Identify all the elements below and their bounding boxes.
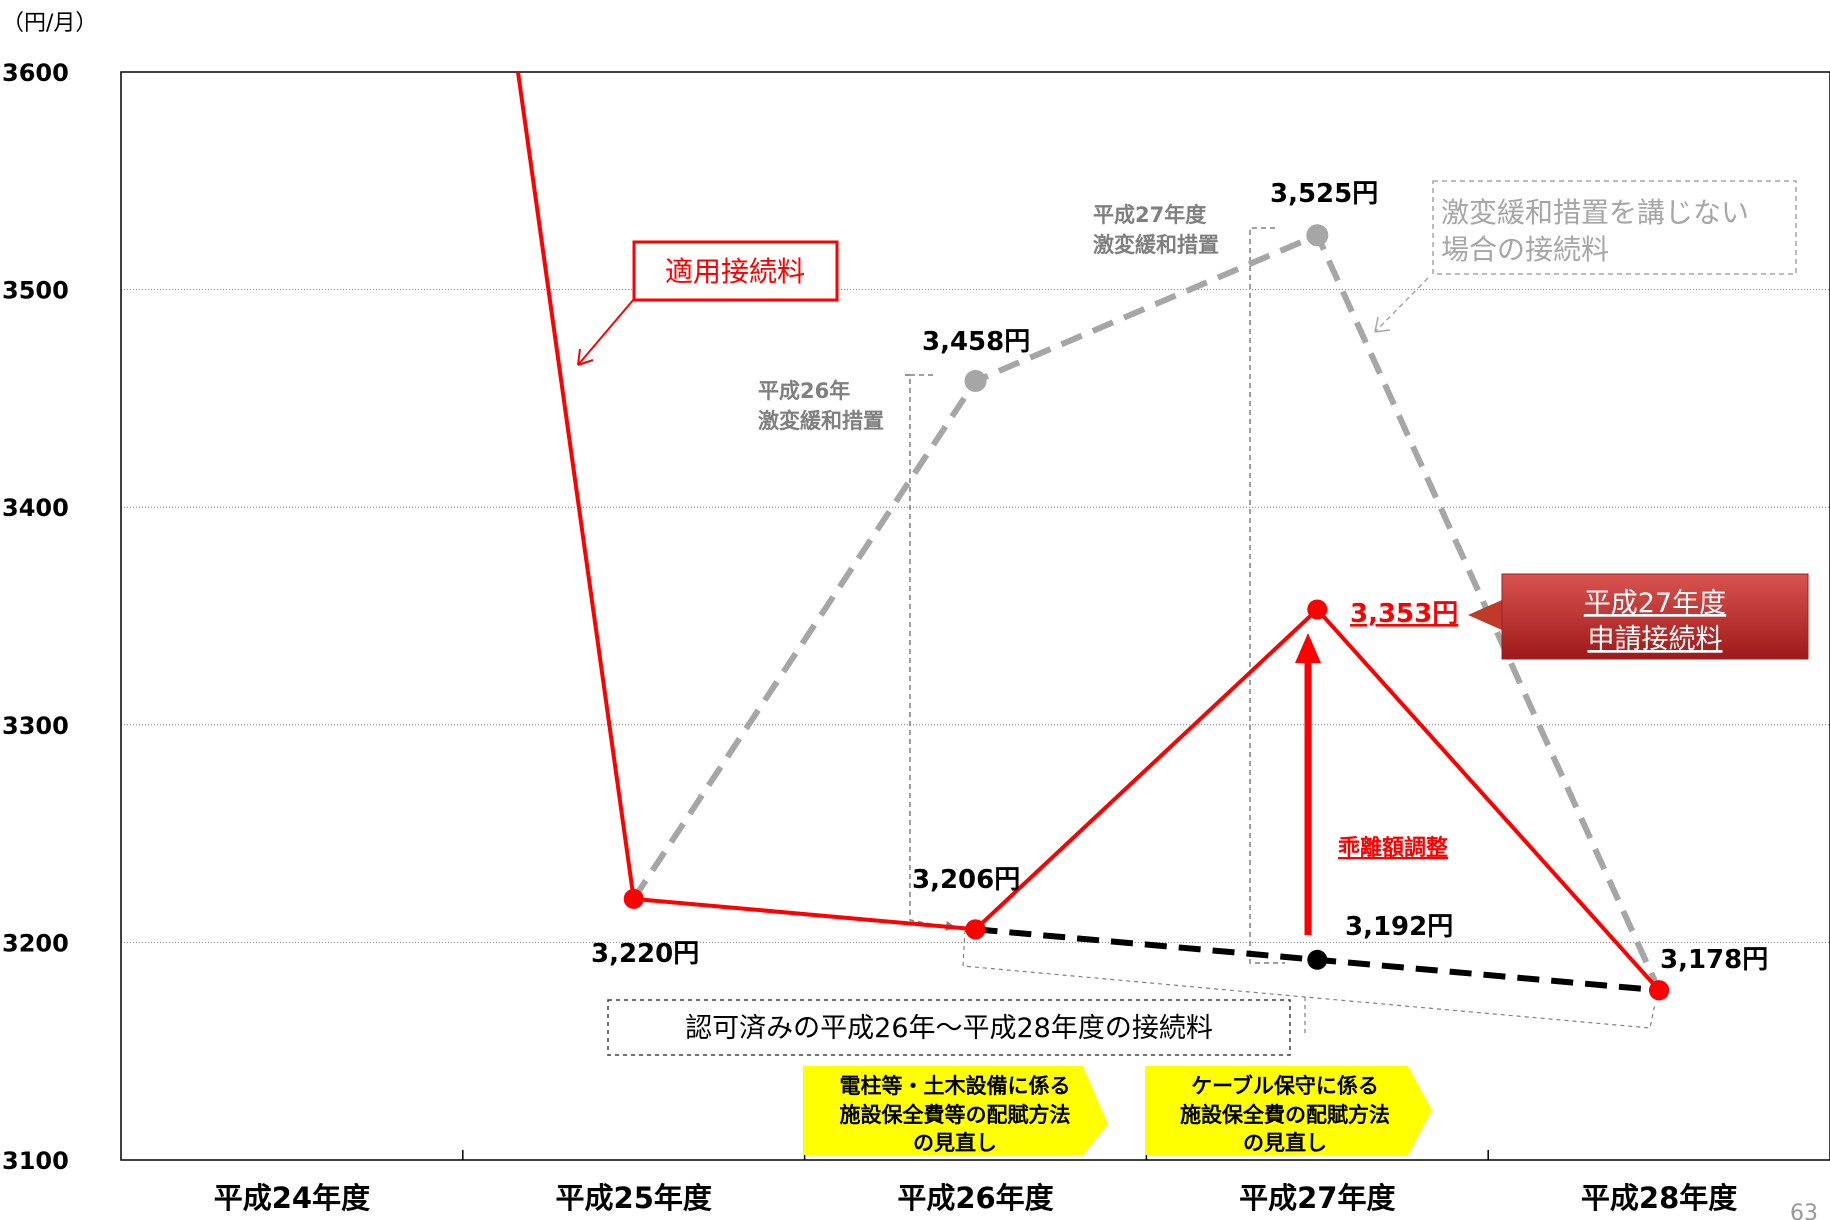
series-1-point-2: [1306, 224, 1329, 247]
no-mitigation-callout-line2: 場合の接続料: [1441, 233, 1609, 266]
x-category-label-4: 平成28年度: [1581, 1181, 1737, 1215]
y-axis-ticks: 3100 3200 3300 3400 3500 3600: [2, 59, 69, 1175]
applied-rate-pointer: [577, 298, 635, 366]
x-category-label-3: 平成27年度: [1239, 1181, 1395, 1215]
review-cable-line3: の見直し: [1243, 1131, 1327, 1155]
no-mitigation-pointer-head: [1374, 316, 1391, 333]
h27-application-pointer: [1468, 592, 1502, 630]
no-mitigation-callout-line1: 激変緩和措置を講じない: [1441, 196, 1749, 229]
series-0-point-3: [1307, 599, 1328, 620]
x-category-label-1: 平成25年度: [556, 1181, 712, 1215]
x-axis-categories: 平成24年度 平成25年度 平成26年度 平成27年度 平成28年度: [214, 1150, 1737, 1215]
h27-mitigation-bracket: [1249, 227, 1285, 964]
value-label-3178: 3,178円: [1660, 945, 1768, 975]
y-tick-label-3300: 3300: [2, 712, 69, 740]
h27-mitigation-note-2: 激変緩和措置: [1093, 233, 1219, 257]
deviation-label: 乖離額調整: [1338, 835, 1448, 861]
value-label-3206: 3,206円: [912, 865, 1020, 895]
y-unit-label: （円/月）: [2, 11, 97, 36]
page-number: 63: [1790, 1201, 1818, 1220]
y-tick-label-3500: 3500: [2, 277, 69, 305]
series-0-point-2: [965, 919, 986, 940]
value-label-3192: 3,192円: [1345, 912, 1453, 942]
series-1-point-1: [964, 369, 987, 392]
no-mitigation-pointer: [1374, 277, 1429, 333]
approved-rates-callout-text: 認可済みの平成26年～平成28年度の接続料: [685, 1013, 1213, 1044]
h27-application-callout-line2: 申請接続料: [1588, 624, 1723, 655]
h27-mitigation-note-1: 平成27年度: [1093, 203, 1206, 227]
y-tick-label-3200: 3200: [2, 929, 69, 957]
series-0-point-1: [623, 888, 644, 909]
h27-application-callout-box: [1501, 573, 1809, 660]
series-0-point-4: [1649, 980, 1670, 1001]
review-pole-line3: の見直し: [913, 1131, 997, 1155]
review-cable-box: [1145, 1066, 1432, 1155]
applied-rate-callout-text: 適用接続料: [665, 255, 805, 288]
no-mitigation-callout-box: [1432, 180, 1797, 275]
review-pole-line2: 施設保全費等の配賦方法: [840, 1103, 1071, 1127]
y-tick-label-3400: 3400: [2, 494, 69, 522]
y-tick-label-3100: 3100: [2, 1147, 69, 1175]
h26-mitigation-note-2: 激変緩和措置: [758, 409, 884, 433]
approved-rates-callout-box: [607, 999, 1291, 1056]
applied-rate-pointer-head: [577, 348, 594, 366]
applied-rate-callout-box: [632, 240, 839, 302]
value-label-3353: 3,353円: [1350, 599, 1458, 629]
h26-mitigation-bracket: [905, 374, 953, 929]
review-cable-line1: ケーブル保守に係る: [1191, 1074, 1379, 1098]
h26-mitigation-note-1: 平成26年: [758, 379, 850, 403]
review-pole-box: [803, 1066, 1108, 1155]
y-tick-label-3600: 3600: [2, 59, 69, 87]
x-category-label-2: 平成26年度: [897, 1181, 1053, 1215]
review-cable-line2: 施設保全費の配賦方法: [1180, 1103, 1390, 1127]
value-label-3525: 3,525円: [1270, 179, 1378, 209]
h27-application-callout-line1: 平成27年度: [1584, 588, 1726, 619]
review-pole-line1: 電柱等・土木設備に係る: [840, 1074, 1071, 1098]
value-label-3458: 3,458円: [922, 327, 1030, 357]
x-category-label-0: 平成24年度: [214, 1181, 370, 1215]
plot-area-frame: [120, 71, 1830, 1161]
series-2-point-1: [1307, 949, 1328, 970]
value-label-3220: 3,220円: [591, 939, 699, 969]
